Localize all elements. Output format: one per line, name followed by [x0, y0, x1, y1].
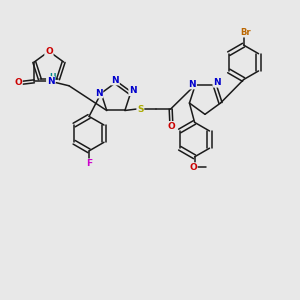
Text: N: N — [47, 77, 54, 86]
Text: N: N — [189, 80, 196, 89]
Text: O: O — [189, 163, 197, 172]
Text: F: F — [86, 159, 92, 168]
Text: O: O — [14, 78, 22, 87]
Text: O: O — [45, 47, 53, 56]
Text: N: N — [129, 86, 137, 95]
Text: S: S — [137, 104, 144, 113]
Text: O: O — [167, 122, 175, 131]
Text: N: N — [213, 78, 221, 87]
Text: N: N — [95, 89, 103, 98]
Text: Br: Br — [240, 28, 250, 37]
Text: H: H — [49, 73, 55, 82]
Text: N: N — [111, 76, 119, 85]
